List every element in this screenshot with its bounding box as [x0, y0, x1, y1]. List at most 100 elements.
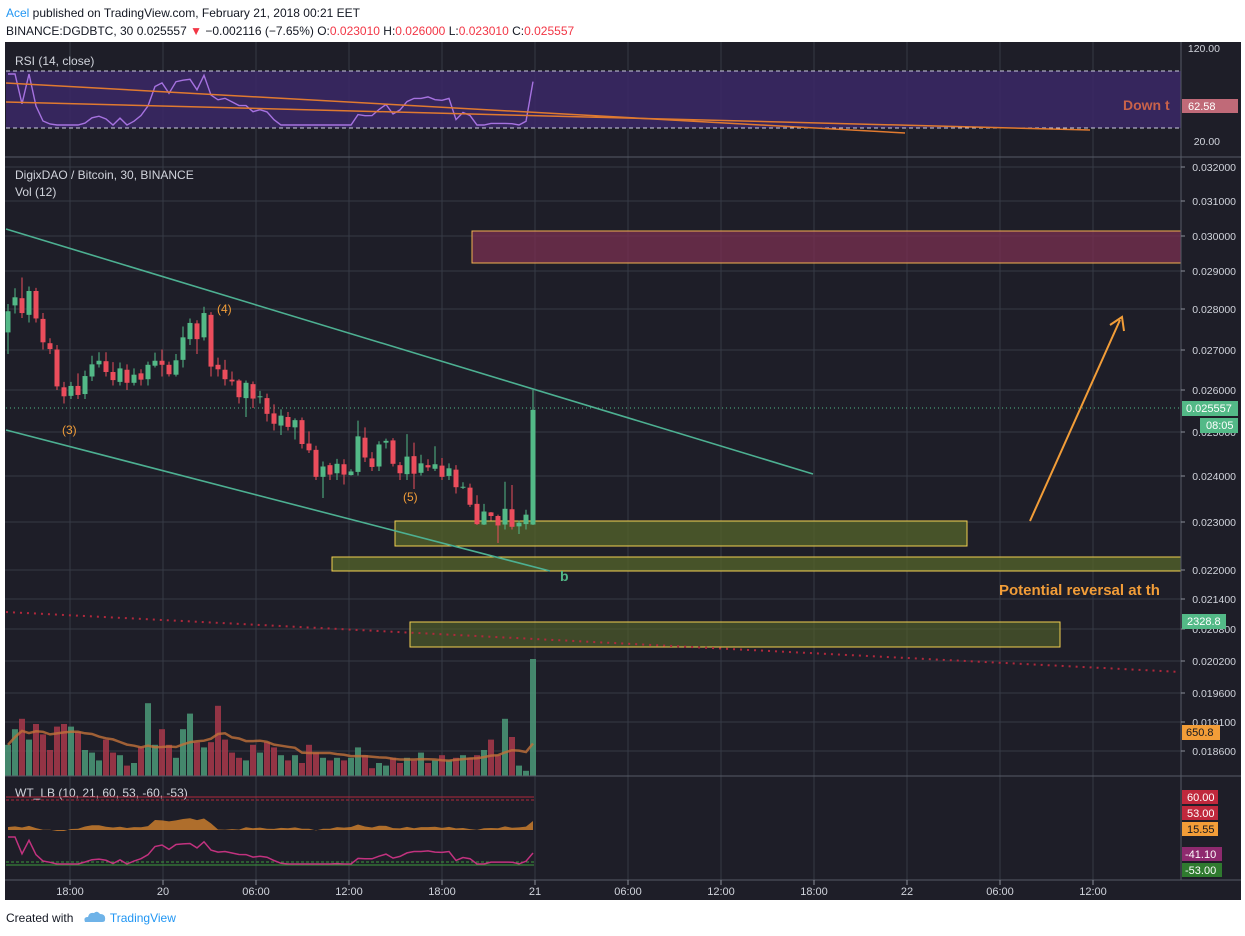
volume-bar [418, 752, 424, 776]
volume-bar [103, 739, 109, 776]
candle-body [173, 360, 179, 375]
candle-body [47, 343, 53, 350]
candle-body [124, 369, 130, 383]
symbol-line: BINANCE:DGDBTC, 30 0.025557 ▼ −0.002116 … [6, 22, 1236, 40]
volume-bar [523, 770, 529, 776]
wt-area [8, 818, 533, 831]
price-scale-labels: 0.032000 0.031000 0.030000 0.029000 0.028000… [1181, 162, 1236, 758]
candle-body [250, 384, 256, 399]
candle-body [390, 440, 396, 464]
candle-body [243, 382, 249, 399]
candle-body [194, 323, 200, 340]
wt-badge-value-text: 15.55 [1187, 824, 1215, 836]
wt-panel[interactable]: WT_LB (10, 21, 60, 53, -60, -53) [6, 786, 534, 866]
candle-body [222, 369, 228, 380]
wave-label-4: (4) [217, 302, 232, 316]
footer: Created with TradingView [6, 906, 176, 930]
low-label: L: [448, 24, 459, 38]
candle-body [166, 364, 172, 375]
wt-badge-line-text: -41.10 [1185, 849, 1216, 861]
price-tick-label: 0.030000 [1192, 231, 1236, 243]
candle-body [89, 364, 95, 377]
support-zone-1[interactable] [394, 520, 968, 547]
volume-bar [439, 755, 445, 776]
candle-body [278, 415, 284, 426]
candle-body [180, 337, 186, 360]
volume-bar [509, 737, 515, 776]
price-tick-label: 0.029000 [1192, 266, 1236, 278]
support-zone-3[interactable] [409, 621, 1061, 648]
author-link[interactable]: Acel [6, 6, 30, 20]
countdown-text: 08:05 [1206, 420, 1234, 432]
candle-body [215, 364, 221, 370]
candle-body [285, 417, 291, 427]
volume-bar [306, 744, 312, 776]
volume-bar [33, 724, 39, 776]
wt-badge-value [1182, 822, 1218, 836]
candle-body [327, 465, 333, 475]
rsi-tick-label: 120.00 [1188, 43, 1220, 55]
resistance-zone[interactable] [471, 230, 1182, 264]
rsi-trendline-lower[interactable] [5, 101, 1091, 131]
price-tick-label: 0.031000 [1192, 196, 1236, 208]
wave-label-b: b [560, 568, 569, 584]
rsi-value-text: 62.58 [1188, 101, 1216, 113]
candle-body [432, 464, 438, 469]
candle-body [460, 486, 466, 488]
candle-body [488, 512, 494, 516]
volume-bar [124, 765, 130, 776]
volume-bar [264, 742, 270, 776]
rsi-value-badge [1182, 99, 1238, 113]
channel-upper-line[interactable] [5, 228, 814, 475]
price-panel[interactable]: DigixDAO / Bitcoin, 30, BINANCE Vol (12)… [5, 168, 1182, 776]
candle-body [208, 314, 214, 367]
volume-bar [131, 763, 137, 776]
volume-bar [362, 755, 368, 776]
candle-body [82, 376, 88, 395]
main-title: DigixDAO / Bitcoin, 30, BINANCE [15, 168, 194, 182]
volume-bar [257, 752, 263, 776]
projection-arrow[interactable] [1029, 319, 1121, 522]
moving-average-dotted [5, 611, 1182, 673]
candle-body [61, 387, 67, 397]
support-zone-2[interactable] [331, 556, 1182, 572]
open-value: 0.023010 [329, 24, 380, 38]
candle-body [33, 291, 39, 319]
price-scale[interactable]: 0.032000 0.031000 0.030000 0.029000 0.028000… [1180, 42, 1238, 880]
volume-bar [278, 755, 284, 776]
volume-bar [222, 739, 228, 776]
rsi-panel[interactable]: RSI (14, close) Down t [5, 54, 1181, 134]
arrow-head-icon [1109, 315, 1125, 332]
time-tick-label: 12:00 [335, 886, 363, 898]
candle-body [236, 380, 242, 398]
price-tick-label: 0.024000 [1192, 471, 1236, 483]
candle-body [131, 374, 137, 383]
candle-body [530, 409, 536, 525]
tradingview-link[interactable]: TradingView [109, 911, 176, 925]
publish-info: published on TradingView.com, February 2… [29, 6, 360, 20]
volume-bar [173, 757, 179, 776]
reversal-annotation: Potential reversal at th [999, 582, 1160, 599]
time-axis[interactable]: 18:00 20 06:00 12:00 18:00 21 06:00 12:00 18:00 2… [5, 879, 1241, 898]
wt-badge-53-text: 53.00 [1187, 808, 1215, 820]
volume-bar [467, 757, 473, 776]
candle-body [355, 436, 361, 472]
candle-body [68, 385, 74, 396]
last-price-badge-text: 0.025557 [1186, 403, 1232, 415]
wt-line [8, 836, 534, 865]
time-tick-label: 21 [529, 886, 541, 898]
open-label: O: [317, 24, 330, 38]
candle-body [12, 297, 18, 306]
candle-body [320, 466, 326, 477]
volume-bar [355, 747, 361, 776]
candle-body [40, 318, 46, 343]
rsi-title: RSI (14, close) [15, 54, 94, 68]
channel-lower-line[interactable] [5, 429, 551, 572]
volume-bar [481, 750, 487, 776]
candle-body [299, 420, 305, 444]
candle-body [145, 364, 151, 380]
candle-body [138, 373, 144, 380]
wt-badge-53 [1182, 806, 1218, 820]
rsi-trendline-upper[interactable] [5, 82, 906, 134]
chart-canvas[interactable]: RSI (14, close) Down t DigixDAO / Bitcoi… [0, 0, 1245, 906]
